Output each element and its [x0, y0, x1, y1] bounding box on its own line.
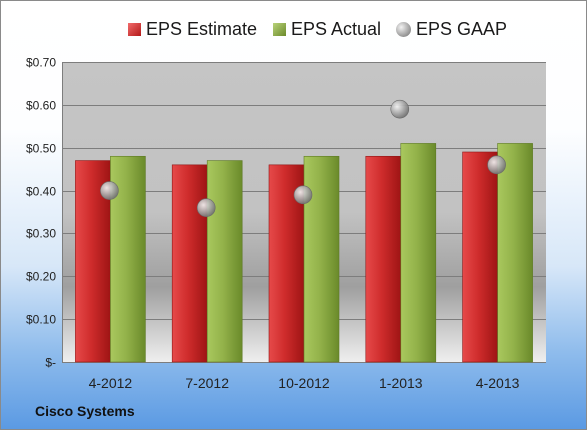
- legend-marker-gaap: [396, 21, 411, 37]
- y-tick-label: $-: [45, 356, 56, 370]
- bar-eps-actual: [303, 155, 340, 363]
- point-eps-gaap: [487, 155, 506, 175]
- y-tick-label: $0.20: [26, 270, 56, 284]
- legend-item-gaap: EPS GAAP: [396, 17, 507, 41]
- point-eps-gaap: [390, 99, 410, 119]
- x-tick-label: 4-2012: [89, 375, 133, 391]
- legend-item-estimate: EPS Estimate: [128, 17, 257, 41]
- legend-item-actual: EPS Actual: [273, 17, 381, 41]
- legend-label-gaap: EPS GAAP: [416, 18, 508, 39]
- bar-eps-estimate: [171, 164, 208, 363]
- bar-eps-actual: [497, 143, 533, 363]
- y-tick-label: $0.70: [26, 56, 56, 70]
- legend-label-actual: EPS Actual: [291, 18, 382, 39]
- y-tick-label: $0.40: [26, 185, 56, 199]
- bar-eps-actual: [206, 160, 243, 363]
- x-tick-label: 4-2013: [476, 375, 520, 391]
- y-tick-label: $0.60: [26, 99, 56, 113]
- y-tick-label: $0.30: [26, 227, 56, 241]
- y-tick-label: $0.10: [26, 313, 56, 327]
- y-tick-label: $0.50: [26, 142, 56, 156]
- legend: EPS Estimate EPS Actual EPS GAAP: [1, 17, 586, 41]
- legend-swatch-actual: [273, 22, 286, 36]
- bar-eps-estimate: [365, 155, 402, 363]
- bar-eps-estimate: [462, 151, 498, 363]
- x-tick-label: 1-2013: [379, 375, 423, 391]
- point-eps-gaap: [100, 181, 119, 200]
- point-eps-gaap: [293, 185, 313, 205]
- company-name: Cisco Systems: [35, 403, 135, 419]
- legend-swatch-estimate: [128, 22, 141, 36]
- x-tick-label: 7-2012: [185, 375, 229, 391]
- x-tick-label: 10-2012: [278, 375, 330, 391]
- bar-eps-actual: [400, 143, 437, 363]
- point-eps-gaap: [196, 198, 216, 218]
- legend-label-estimate: EPS Estimate: [146, 18, 258, 39]
